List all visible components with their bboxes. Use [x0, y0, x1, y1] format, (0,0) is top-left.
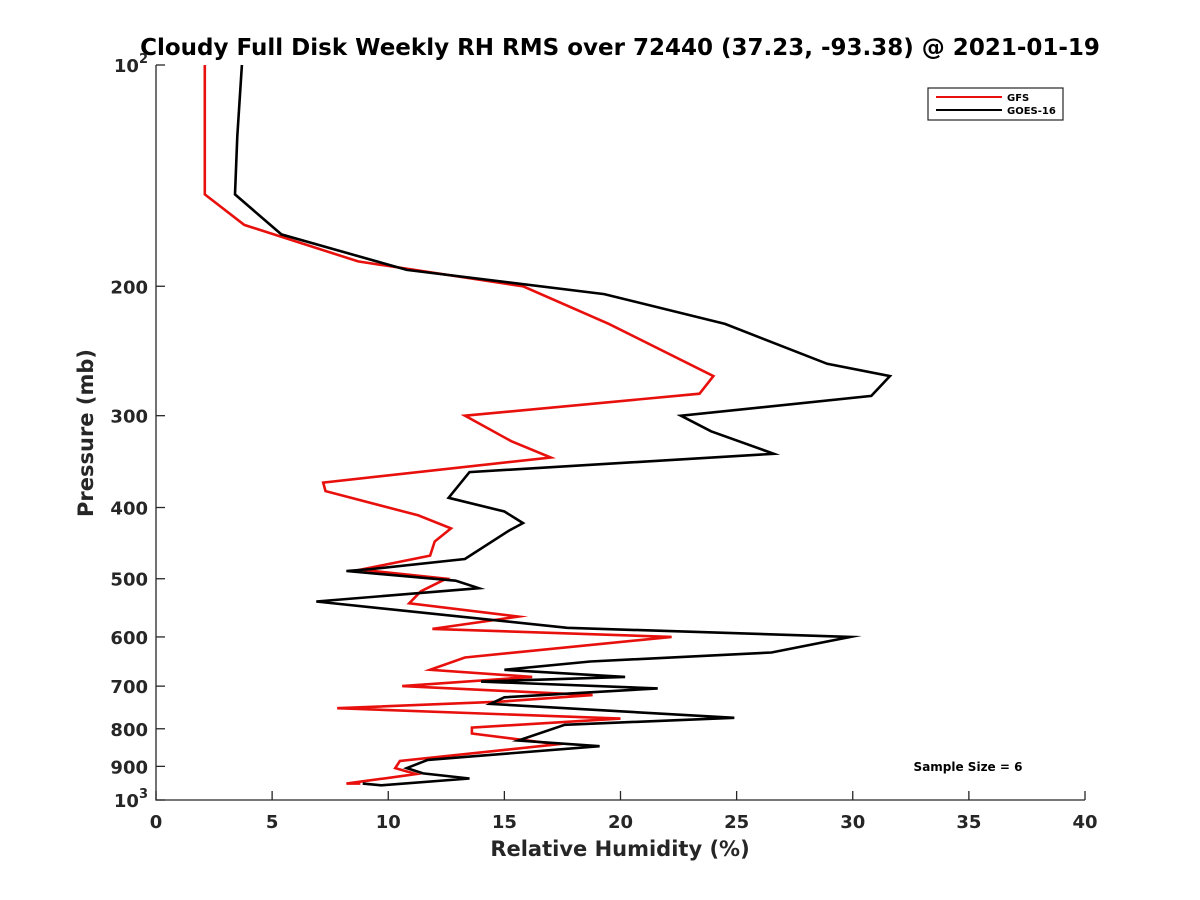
y-tick-label-8: 900: [110, 757, 148, 778]
x-tick-label-4: 20: [608, 812, 633, 833]
chart-title: Cloudy Full Disk Weekly RH RMS over 7244…: [140, 35, 1100, 61]
x-axis: 0 5 10 15 20 25 30 35 40: [150, 791, 1098, 833]
series-line-gfs: [203, 65, 716, 785]
y-tick-label-4: 500: [110, 570, 148, 591]
series-line-goes-16: [233, 64, 893, 787]
y-tick-label-0: 102: [114, 52, 148, 77]
y-tick-label-7: 800: [110, 720, 148, 741]
series-layer: [203, 64, 893, 787]
y-axis-label: Pressure (mb): [74, 349, 98, 517]
legend: GFS GOES-16: [927, 87, 1064, 121]
y-axis: 102 200 300 400 500 600 700 800 900 103: [110, 52, 165, 812]
x-tick-label-8: 40: [1072, 812, 1097, 833]
x-tick-label-0: 0: [150, 812, 163, 833]
x-tick-label-6: 30: [840, 812, 865, 833]
y-tick-label-1: 200: [110, 277, 148, 298]
x-tick-label-2: 10: [376, 812, 401, 833]
legend-label-gfs: GFS: [1007, 93, 1029, 104]
y-tick-label-9: 103: [114, 787, 148, 812]
x-tick-label-1: 5: [266, 812, 279, 833]
x-tick-label-3: 15: [492, 812, 517, 833]
legend-box: [927, 87, 1064, 121]
x-axis-label: Relative Humidity (%): [490, 837, 749, 861]
y-tick-label-6: 700: [110, 677, 148, 698]
y-tick-label-3: 400: [110, 499, 148, 520]
legend-label-goes16: GOES-16: [1007, 106, 1056, 117]
x-tick-label-5: 25: [724, 812, 749, 833]
y-tick-label-2: 300: [110, 407, 148, 428]
plot-area: 0 5 10 15 20 25 30 35 40 102 200 300 400 500 600 700 80…: [110, 52, 1097, 833]
sample-size-annotation: Sample Size = 6: [914, 760, 1023, 774]
x-tick-label-7: 35: [956, 812, 981, 833]
y-tick-label-5: 600: [110, 628, 148, 649]
